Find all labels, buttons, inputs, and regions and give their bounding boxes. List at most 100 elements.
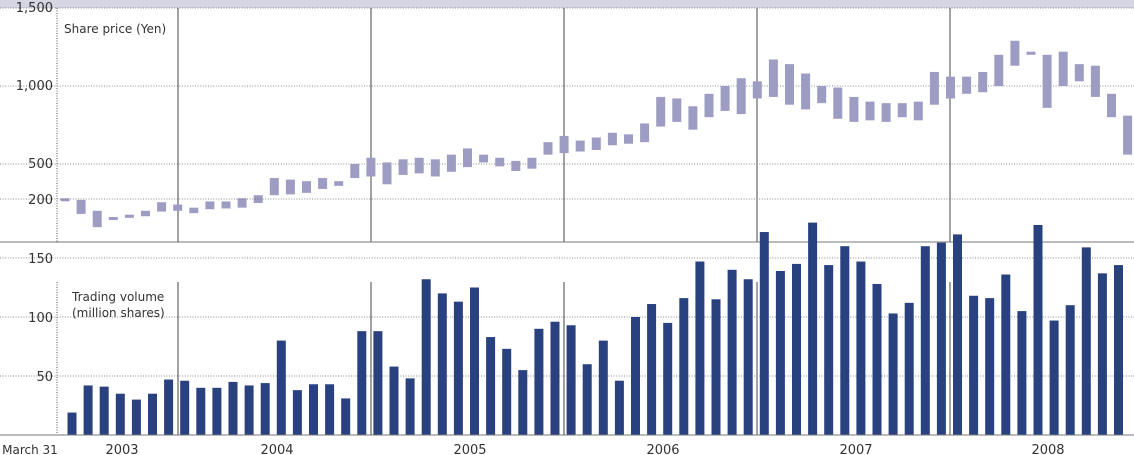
- price-range-bar: [1074, 64, 1084, 82]
- volume-bar: [1065, 305, 1075, 435]
- price-range-bar: [962, 76, 972, 94]
- price-range-bar: [543, 142, 553, 155]
- price-range-bar: [1090, 65, 1100, 97]
- volume-bar: [534, 328, 544, 435]
- price-range-bar: [527, 157, 537, 169]
- volume-tick-label: 100: [28, 311, 53, 326]
- price-range-bar: [511, 160, 521, 172]
- price-range-bars: [60, 40, 1133, 228]
- volume-bar: [357, 331, 367, 435]
- price-range-bar: [1026, 51, 1036, 55]
- volume-bar: [115, 393, 125, 435]
- volume-bar: [953, 234, 962, 435]
- price-range-bar: [92, 210, 102, 228]
- price-range-bar: [1058, 51, 1068, 86]
- price-range-bar: [720, 86, 730, 111]
- price-range-bar: [994, 54, 1004, 86]
- volume-bar: [373, 331, 383, 435]
- volume-bar: [631, 317, 640, 435]
- price-range-bar: [656, 96, 666, 127]
- volume-tick-label: 50: [36, 370, 53, 385]
- price-range-bar: [1042, 54, 1052, 108]
- volume-bar: [518, 370, 528, 435]
- year-label: 2005: [453, 443, 486, 455]
- volume-bar: [260, 383, 270, 435]
- volume-bar: [775, 270, 785, 435]
- price-range-bar: [108, 217, 118, 221]
- price-range-bar: [897, 103, 907, 118]
- volume-bar: [180, 380, 190, 435]
- volume-bar: [470, 287, 479, 435]
- price-range-bar: [881, 103, 891, 122]
- volume-panel: 50 100 150 200 Trading volume (million shar…: [0, 193, 1134, 436]
- volume-bar: [67, 412, 77, 435]
- volume-bar: [212, 387, 222, 435]
- price-range-bar: [446, 154, 456, 172]
- price-range-bar: [76, 199, 86, 214]
- volume-bar: [695, 261, 705, 435]
- price-range-bar: [430, 159, 440, 177]
- volume-bar: [1081, 247, 1091, 435]
- volume-bar: [325, 384, 335, 435]
- volume-bar: [566, 325, 576, 435]
- volume-axis-title-line1: Trading volume: [71, 290, 164, 304]
- price-range-bar: [817, 86, 827, 104]
- volume-bar: [1114, 265, 1123, 435]
- price-range-bar: [768, 59, 778, 97]
- volume-bar: [309, 384, 318, 435]
- price-range-bar: [479, 154, 489, 163]
- volume-bar: [598, 340, 608, 435]
- volume-bar: [969, 295, 979, 435]
- price-range-bar: [414, 157, 424, 174]
- volume-bar: [711, 299, 721, 435]
- volume-bar: [856, 261, 866, 435]
- volume-bar: [679, 298, 689, 435]
- volume-bar: [131, 399, 141, 435]
- price-year-separators: [177, 8, 951, 242]
- price-range-bar: [398, 159, 408, 175]
- price-range-bar: [221, 201, 231, 209]
- price-range-bar: [495, 157, 505, 167]
- volume-bar: [840, 246, 850, 435]
- price-range-bar: [688, 106, 698, 130]
- price-tick-label: 1,500: [16, 1, 53, 16]
- volume-bar: [164, 379, 174, 435]
- price-range-bar: [366, 157, 376, 177]
- volume-bar: [743, 279, 753, 435]
- price-range-bar: [607, 132, 617, 146]
- volume-bar: [292, 390, 302, 435]
- volume-bar: [904, 302, 914, 435]
- volume-bar: [421, 279, 431, 435]
- volume-bar: [1049, 320, 1059, 435]
- price-range-bar: [124, 214, 134, 218]
- price-range-bar: [801, 73, 811, 110]
- price-range-bar: [704, 93, 714, 118]
- price-gridlines: [0, 7, 1134, 165]
- price-range-bar: [785, 64, 794, 105]
- volume-bar: [228, 381, 238, 435]
- volume-bar: [1097, 273, 1107, 435]
- volume-bar: [550, 321, 560, 435]
- year-label: 2008: [1031, 443, 1064, 455]
- volume-tick-label: 150: [28, 252, 53, 267]
- volume-tick-labels: 50 100 150 200: [28, 193, 53, 385]
- year-label: 2003: [105, 443, 138, 455]
- price-range-bar: [559, 135, 569, 154]
- volume-bar: [405, 378, 415, 435]
- price-range-bar: [141, 210, 150, 217]
- volume-bar: [582, 364, 592, 435]
- volume-tick-label: 200: [28, 193, 53, 208]
- price-range-bar: [849, 96, 859, 122]
- volume-bar: [244, 385, 254, 435]
- price-tick-label: 500: [28, 157, 53, 172]
- price-panel: 500 1,000 1,500 Share price (Yen): [0, 1, 1134, 243]
- price-range-bar: [1010, 40, 1020, 66]
- x-axis-labels: March 31 2003 2004 2005 2006 2007 2008: [2, 443, 1064, 455]
- price-range-bar: [946, 76, 955, 99]
- price-range-bar: [350, 164, 360, 179]
- price-range-bar: [591, 137, 601, 150]
- volume-bar: [148, 393, 157, 435]
- price-range-bar: [302, 181, 311, 193]
- volume-bar: [663, 322, 673, 435]
